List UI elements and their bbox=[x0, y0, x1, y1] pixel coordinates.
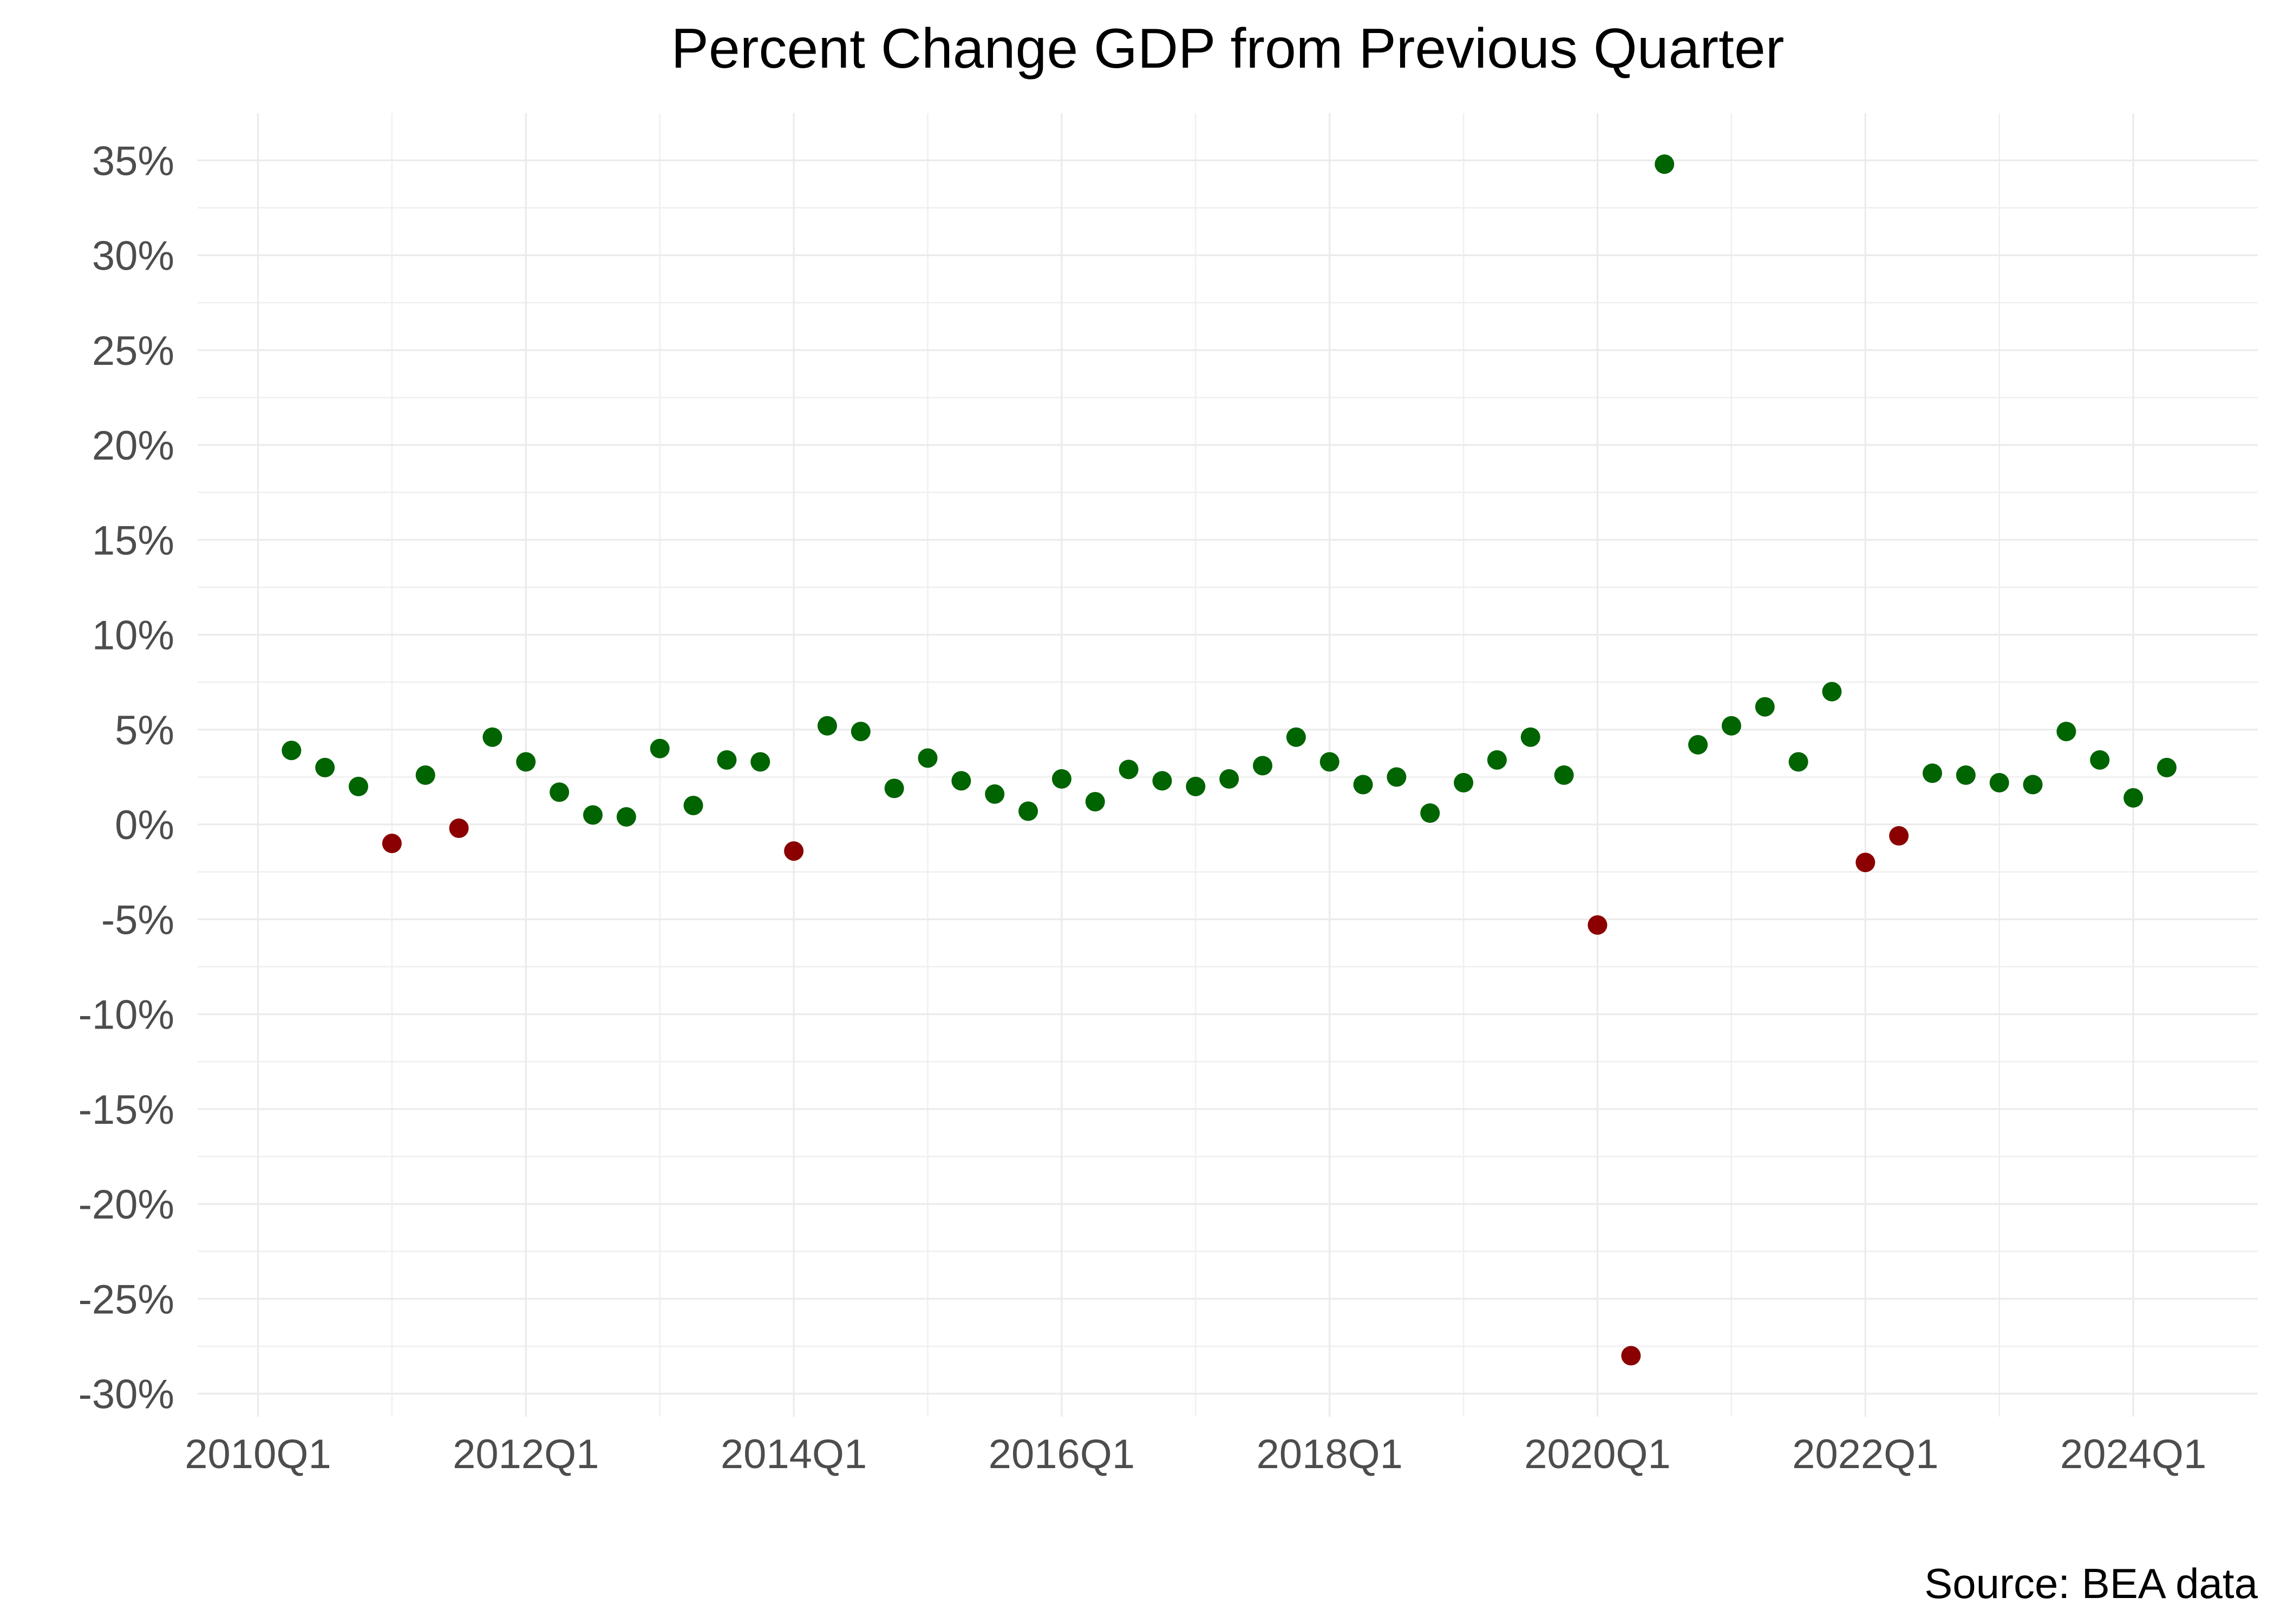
data-point bbox=[951, 771, 971, 791]
y-tick-label: 15% bbox=[92, 518, 174, 564]
data-point bbox=[1487, 750, 1507, 770]
data-point bbox=[1923, 763, 1942, 783]
data-point bbox=[1855, 853, 1876, 873]
chart-title: Percent Change GDP from Previous Quarter bbox=[671, 17, 1785, 80]
x-tick-label: 2018Q1 bbox=[1256, 1431, 1402, 1477]
x-tick-label: 2022Q1 bbox=[1792, 1431, 1938, 1477]
data-point bbox=[449, 818, 469, 839]
data-point bbox=[985, 784, 1005, 804]
y-tick-label: -10% bbox=[79, 992, 174, 1038]
data-point bbox=[2056, 722, 2076, 742]
y-tick-label: 35% bbox=[92, 138, 174, 184]
data-point bbox=[1989, 772, 2009, 793]
data-point bbox=[1520, 727, 1540, 747]
data-point bbox=[2157, 757, 2177, 777]
data-point bbox=[1286, 727, 1306, 747]
data-point bbox=[2090, 750, 2110, 770]
data-point bbox=[1051, 769, 1071, 789]
data-point bbox=[1554, 765, 1574, 785]
x-tick-label: 2016Q1 bbox=[989, 1431, 1135, 1477]
data-point bbox=[1822, 682, 1842, 702]
data-point bbox=[1186, 776, 1206, 796]
source-note: Source: BEA data bbox=[1924, 1560, 2258, 1607]
data-point bbox=[1889, 826, 1909, 846]
data-point bbox=[1018, 801, 1038, 821]
data-point bbox=[315, 757, 335, 777]
data-point bbox=[382, 834, 402, 854]
x-tick-label: 2024Q1 bbox=[2060, 1431, 2206, 1477]
data-point bbox=[1387, 767, 1407, 787]
data-point bbox=[1621, 1346, 1641, 1366]
data-point bbox=[1956, 765, 1976, 785]
data-point bbox=[282, 741, 302, 761]
x-tick-label: 2010Q1 bbox=[185, 1431, 331, 1477]
data-point bbox=[2123, 788, 2144, 808]
data-point bbox=[1119, 759, 1139, 780]
data-point bbox=[1788, 752, 1808, 772]
x-tick-label: 2012Q1 bbox=[453, 1431, 599, 1477]
data-point bbox=[550, 782, 570, 802]
x-tick-label: 2020Q1 bbox=[1524, 1431, 1670, 1477]
y-tick-label: -20% bbox=[79, 1182, 174, 1228]
data-point bbox=[1721, 716, 1741, 736]
data-point bbox=[1353, 775, 1373, 795]
data-point bbox=[884, 778, 904, 798]
data-point bbox=[516, 752, 536, 772]
y-tick-label: 25% bbox=[92, 328, 174, 374]
y-tick-label: 30% bbox=[92, 233, 174, 279]
y-tick-label: -25% bbox=[79, 1276, 174, 1322]
y-tick-label: -30% bbox=[79, 1372, 174, 1418]
data-point bbox=[918, 748, 938, 768]
x-tick-label: 2014Q1 bbox=[721, 1431, 867, 1477]
data-point bbox=[1085, 791, 1105, 811]
data-point bbox=[750, 752, 770, 772]
data-point bbox=[683, 795, 703, 815]
y-tick-label: 20% bbox=[92, 423, 174, 469]
y-tick-label: -5% bbox=[101, 897, 174, 943]
data-point bbox=[415, 765, 435, 785]
data-point bbox=[1219, 769, 1239, 789]
data-point bbox=[1755, 697, 1775, 717]
data-point bbox=[851, 722, 871, 742]
data-point bbox=[1319, 752, 1339, 772]
data-point bbox=[650, 738, 670, 758]
data-point bbox=[717, 750, 737, 770]
data-point bbox=[482, 727, 502, 747]
data-point bbox=[1420, 803, 1440, 823]
data-point bbox=[1655, 154, 1675, 174]
data-point bbox=[1587, 915, 1608, 935]
y-tick-label: 10% bbox=[92, 613, 174, 659]
y-tick-label: 5% bbox=[115, 708, 174, 754]
data-point bbox=[616, 807, 636, 827]
data-point bbox=[1688, 735, 1708, 755]
data-point bbox=[784, 841, 804, 861]
data-point bbox=[2023, 775, 2043, 795]
y-tick-label: 0% bbox=[115, 802, 174, 848]
y-tick-label: -15% bbox=[79, 1087, 174, 1133]
data-point bbox=[817, 716, 837, 736]
data-point bbox=[1253, 756, 1272, 776]
data-point bbox=[1454, 772, 1474, 793]
data-point bbox=[1152, 771, 1172, 791]
data-point bbox=[583, 805, 603, 825]
data-point bbox=[349, 776, 369, 796]
